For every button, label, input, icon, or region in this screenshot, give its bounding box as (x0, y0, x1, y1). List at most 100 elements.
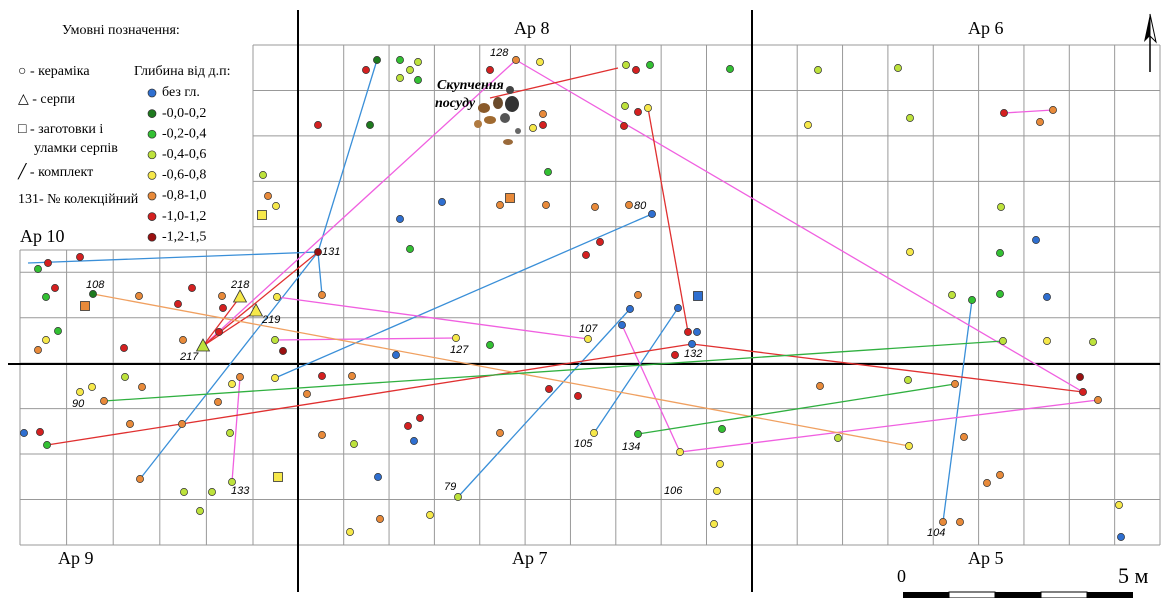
ceramic-find (816, 382, 824, 390)
ceramic-find (88, 383, 96, 391)
ceramic-find (542, 201, 550, 209)
ceramic-find (36, 428, 44, 436)
scale-segment (1087, 592, 1133, 598)
complex-line (103, 340, 1004, 402)
collection-number: 107 (579, 323, 598, 335)
ceramic-find (1094, 396, 1102, 404)
ceramic-find (591, 203, 599, 211)
ceramic-find (496, 201, 504, 209)
collection-number: 217 (179, 351, 199, 363)
sickle-find (248, 303, 264, 317)
ceramic-find (646, 61, 654, 69)
ceramic-find (414, 76, 422, 84)
depth-legend-title: Глибина від д.п: (134, 64, 230, 79)
ceramic-find (960, 433, 968, 441)
depth-label: -0,8-1,0 (162, 188, 206, 203)
ceramic-find (996, 471, 1004, 479)
sherd (515, 128, 521, 134)
depth-swatch (147, 88, 157, 98)
ceramic-find (228, 478, 236, 486)
ceramic-find (272, 202, 280, 210)
ceramic-find (1043, 293, 1051, 301)
ceramic-find (318, 372, 326, 380)
depth-swatch (147, 171, 157, 180)
complex-line (457, 308, 631, 498)
depth-label: без гл. (162, 85, 200, 100)
blank-find (273, 472, 283, 482)
scale-segment (995, 592, 1041, 598)
ceramic-find (904, 376, 912, 384)
ceramic-find (648, 210, 656, 218)
collection-number: 132 (684, 348, 702, 360)
complex-line (515, 59, 1084, 393)
ceramic-find (1032, 236, 1040, 244)
ceramic-find (396, 74, 404, 82)
sherd (493, 97, 503, 109)
ceramic-find (20, 429, 28, 437)
ceramic-find (43, 441, 51, 449)
collection-number: 80 (634, 200, 647, 212)
scale-segment (903, 592, 949, 598)
ceramic-find (121, 373, 129, 381)
area-label: Ар 10 (20, 226, 65, 246)
ceramic-find (376, 515, 384, 523)
ceramic-find (51, 284, 59, 292)
ceramic-find (416, 414, 424, 422)
ceramic-find (544, 168, 552, 176)
ceramic-find (688, 340, 696, 348)
collection-number: 105 (574, 438, 593, 450)
ceramic-find (644, 104, 652, 112)
depth-label: -1,0-1,2 (162, 209, 206, 224)
ceramic-find (997, 203, 1005, 211)
ceramic-find (804, 121, 812, 129)
ceramic-find (814, 66, 822, 74)
ceramic-find (529, 124, 537, 132)
ceramic-find (236, 373, 244, 381)
ceramic-find (314, 248, 322, 256)
ceramic-find (350, 440, 358, 448)
collection-number: 79 (444, 481, 456, 493)
legend-item: ╱ - комплект (17, 163, 93, 180)
ceramic-find (228, 380, 236, 388)
depth-swatch (147, 212, 157, 221)
ceramic-find (713, 487, 721, 495)
ceramic-find (956, 518, 964, 526)
depth-label: -0,2-0,4 (162, 126, 206, 141)
scale-segment (1040, 591, 1088, 598)
ceramic-find (42, 336, 50, 344)
sherd (474, 120, 482, 128)
ceramic-find (905, 442, 913, 450)
ceramic-find (226, 429, 234, 437)
depth-swatch (147, 109, 157, 118)
ceramic-find (76, 388, 84, 396)
scale-bar (903, 591, 1133, 598)
ceramic-find (996, 249, 1004, 257)
legend-item: уламки серпів (34, 141, 118, 156)
ceramic-find (622, 61, 630, 69)
depth-label: -1,2-1,5 (162, 229, 206, 244)
ceramic-find (374, 473, 382, 481)
scale-start: 0 (897, 566, 906, 586)
complex-line (647, 107, 689, 333)
ceramic-find (136, 475, 144, 483)
ceramic-find (1115, 501, 1123, 509)
ceramic-find (271, 336, 279, 344)
complex-line (637, 383, 956, 435)
ceramic-find (452, 334, 460, 342)
ceramic-find (1079, 388, 1087, 396)
complex-line (942, 299, 973, 523)
ceramic-find (999, 337, 1007, 345)
ceramic-find (438, 198, 446, 206)
collection-number: 90 (72, 398, 85, 410)
ceramic-find (574, 392, 582, 400)
ceramic-find (404, 422, 412, 430)
ceramic-find (632, 66, 640, 74)
ceramic-find (968, 296, 976, 304)
arrow-head (1144, 14, 1150, 42)
sherd (503, 139, 513, 145)
legend-item: △ - серпи (18, 92, 76, 107)
blank-find (505, 193, 515, 203)
ceramic-find (218, 292, 226, 300)
ceramic-find (135, 292, 143, 300)
ceramic-find (1000, 109, 1008, 117)
